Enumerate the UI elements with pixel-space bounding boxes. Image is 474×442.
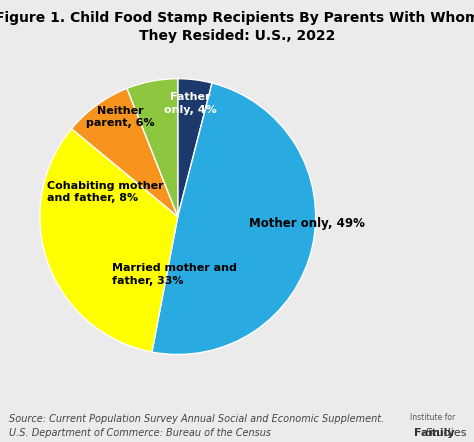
Text: Source: Current Population Survey Annual Social and Economic Supplement.
U.S. De: Source: Current Population Survey Annual… xyxy=(9,415,385,438)
Text: Studies: Studies xyxy=(425,427,467,438)
Text: Figure 1. Child Food Stamp Recipients By Parents With Whom
They Resided: U.S., 2: Figure 1. Child Food Stamp Recipients By… xyxy=(0,11,474,43)
Text: Neither
parent, 6%: Neither parent, 6% xyxy=(85,106,154,129)
Wedge shape xyxy=(178,79,212,217)
Text: Institute for: Institute for xyxy=(410,413,455,422)
Text: Married mother and
father, 33%: Married mother and father, 33% xyxy=(111,263,237,286)
Wedge shape xyxy=(152,83,316,354)
Text: Family: Family xyxy=(414,427,455,438)
Wedge shape xyxy=(72,88,178,217)
Wedge shape xyxy=(127,79,178,217)
Text: Cohabiting mother
and father, 8%: Cohabiting mother and father, 8% xyxy=(47,181,164,203)
Text: Father
only, 4%: Father only, 4% xyxy=(164,92,217,114)
Text: Mother only, 49%: Mother only, 49% xyxy=(249,217,365,230)
Wedge shape xyxy=(40,129,178,352)
